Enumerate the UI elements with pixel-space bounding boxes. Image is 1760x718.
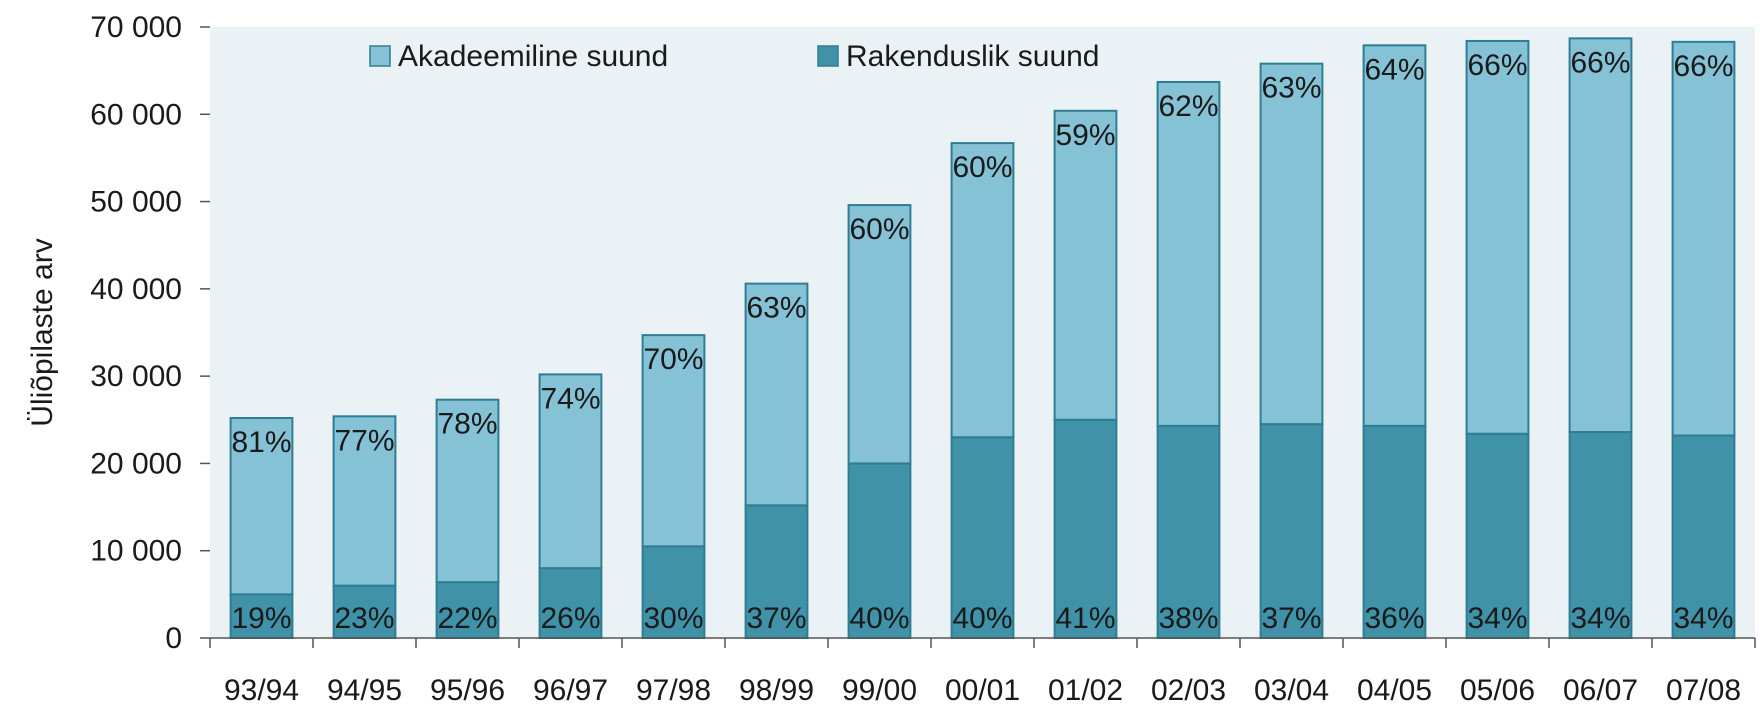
x-tick-label: 97/98 xyxy=(636,674,711,707)
bar-segment-akadeemiline xyxy=(1053,109,1118,421)
bar-segment-rakenduslik xyxy=(1156,424,1221,639)
x-tick-label: 01/02 xyxy=(1048,674,1123,707)
bar-segment-akadeemiline xyxy=(1259,62,1324,426)
x-tick-label: 02/03 xyxy=(1151,674,1226,707)
bar-segment-akadeemiline xyxy=(332,415,397,587)
bar-segment-rakenduslik xyxy=(229,593,294,639)
bar-segment-akadeemiline xyxy=(641,334,706,548)
data-label-rakenduslik: 34% xyxy=(1673,602,1733,635)
legend-swatch xyxy=(817,45,839,67)
y-tick-label: 30 000 xyxy=(90,360,182,393)
bar-segment-rakenduslik xyxy=(1671,434,1736,639)
x-tick-label: 00/01 xyxy=(945,674,1020,707)
data-label-rakenduslik: 34% xyxy=(1570,602,1630,635)
bar-segment-rakenduslik xyxy=(332,584,397,640)
y-tick-label: 20 000 xyxy=(90,447,182,480)
data-label-akadeemiline: 74% xyxy=(540,382,600,415)
data-label-akadeemiline: 62% xyxy=(1158,90,1218,123)
y-tick-label: 10 000 xyxy=(90,535,182,568)
bar-segment-rakenduslik xyxy=(641,545,706,639)
bar-segment-akadeemiline xyxy=(435,398,500,584)
bar-segment-rakenduslik xyxy=(1053,418,1118,639)
x-tick-label: 94/95 xyxy=(327,674,402,707)
data-label-rakenduslik: 38% xyxy=(1158,602,1218,635)
data-label-rakenduslik: 26% xyxy=(540,602,600,635)
x-tick-label: 03/04 xyxy=(1254,674,1329,707)
data-label-akadeemiline: 66% xyxy=(1467,49,1527,82)
y-tick-label: 60 000 xyxy=(90,98,182,131)
bar-segment-akadeemiline xyxy=(229,417,294,596)
bar-segment-akadeemiline xyxy=(1465,39,1530,435)
data-label-akadeemiline: 66% xyxy=(1673,50,1733,83)
data-label-akadeemiline: 59% xyxy=(1055,119,1115,152)
data-label-akadeemiline: 77% xyxy=(334,424,394,457)
y-tick-label: 0 xyxy=(165,622,182,655)
x-tick-label: 06/07 xyxy=(1563,674,1638,707)
y-axis-title: Üliõpilaste arv xyxy=(26,238,59,426)
bar-segment-rakenduslik xyxy=(1465,432,1530,639)
bar-segment-akadeemiline xyxy=(538,373,603,570)
bar-segment-akadeemiline xyxy=(744,282,809,507)
x-tick-label: 04/05 xyxy=(1357,674,1432,707)
data-label-akadeemiline: 81% xyxy=(231,426,291,459)
y-tick-label: 40 000 xyxy=(90,273,182,306)
data-label-rakenduslik: 40% xyxy=(952,602,1012,635)
data-label-rakenduslik: 30% xyxy=(643,602,703,635)
data-label-akadeemiline: 63% xyxy=(746,292,806,325)
bar-segment-akadeemiline xyxy=(1362,44,1427,427)
data-label-rakenduslik: 37% xyxy=(1261,602,1321,635)
bar-segment-rakenduslik xyxy=(1259,423,1324,639)
bar-segment-rakenduslik xyxy=(950,436,1015,639)
bar-segment-akadeemiline xyxy=(1671,40,1736,437)
data-label-akadeemiline: 60% xyxy=(952,151,1012,184)
x-tick-label: 99/00 xyxy=(842,674,917,707)
legend-label: Akadeemiline suund xyxy=(398,40,668,73)
data-label-rakenduslik: 40% xyxy=(849,602,909,635)
data-label-akadeemiline: 78% xyxy=(437,408,497,441)
x-tick-label: 96/97 xyxy=(533,674,608,707)
data-label-rakenduslik: 23% xyxy=(334,602,394,635)
bar-segment-rakenduslik xyxy=(538,567,603,640)
data-label-rakenduslik: 37% xyxy=(746,602,806,635)
legend-label: Rakenduslik suund xyxy=(846,40,1100,73)
bar-segment-akadeemiline xyxy=(950,142,1015,439)
x-tick-label: 98/99 xyxy=(739,674,814,707)
bar-segment-akadeemiline xyxy=(1568,37,1633,434)
data-label-rakenduslik: 22% xyxy=(437,602,497,635)
data-label-akadeemiline: 63% xyxy=(1261,72,1321,105)
data-label-akadeemiline: 70% xyxy=(643,343,703,376)
x-tick-label: 07/08 xyxy=(1666,674,1741,707)
x-tick-label: 05/06 xyxy=(1460,674,1535,707)
legend-swatch xyxy=(369,45,391,67)
bar-segment-rakenduslik xyxy=(847,462,912,639)
data-label-rakenduslik: 36% xyxy=(1364,602,1424,635)
y-tick-label: 50 000 xyxy=(90,186,182,219)
data-label-akadeemiline: 66% xyxy=(1570,46,1630,79)
bar-segment-akadeemiline xyxy=(1156,80,1221,427)
data-label-rakenduslik: 41% xyxy=(1055,602,1115,635)
data-label-akadeemiline: 64% xyxy=(1364,53,1424,86)
bar-segment-rakenduslik xyxy=(1362,424,1427,639)
y-tick-label: 70 000 xyxy=(90,11,182,44)
data-label-akadeemiline: 60% xyxy=(849,213,909,246)
data-label-rakenduslik: 34% xyxy=(1467,602,1527,635)
x-tick-label: 93/94 xyxy=(224,674,299,707)
x-tick-label: 95/96 xyxy=(430,674,505,707)
bar-segment-akadeemiline xyxy=(847,204,912,465)
data-label-rakenduslik: 19% xyxy=(231,602,291,635)
